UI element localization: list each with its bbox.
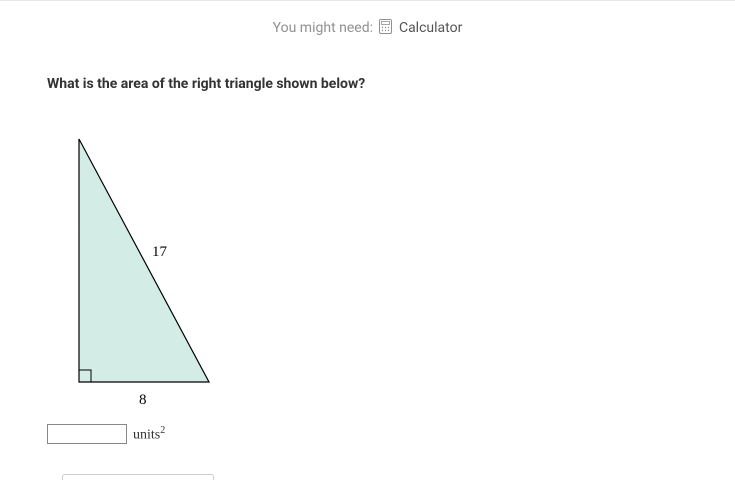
units-label: units2 [133, 425, 165, 444]
svg-text:8: 8 [139, 392, 147, 408]
triangle-figure: 17 8 [47, 124, 347, 414]
calculator-icon[interactable] [379, 19, 392, 38]
svg-text:17: 17 [152, 244, 168, 260]
answer-input[interactable] [47, 424, 127, 444]
answer-row: units2 [47, 424, 735, 444]
hint-prefix: You might need: [273, 20, 373, 36]
question-text: What is the area of the right triangle s… [47, 76, 735, 92]
action-button[interactable] [62, 474, 214, 480]
calculator-label[interactable]: Calculator [399, 20, 462, 36]
